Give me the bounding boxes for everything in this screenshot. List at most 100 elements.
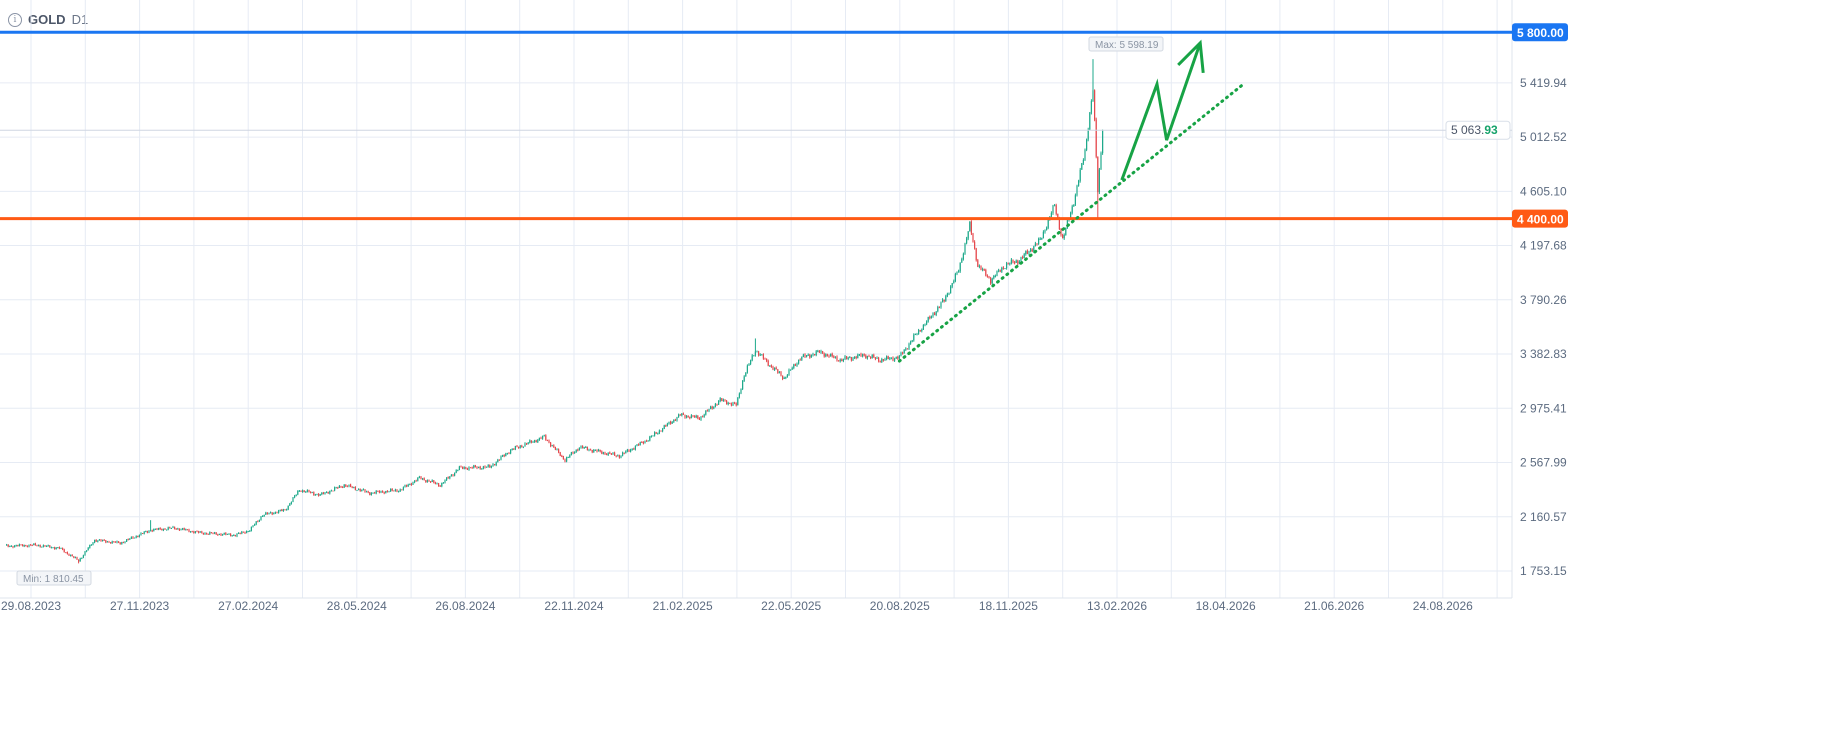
candle	[545, 435, 547, 440]
candle	[898, 355, 900, 359]
symbol-label: GOLD	[28, 12, 66, 27]
candle	[761, 354, 763, 356]
candle	[559, 452, 561, 456]
candle	[634, 446, 636, 450]
candle	[602, 452, 604, 454]
candle	[892, 357, 894, 361]
candle	[580, 446, 582, 448]
candle	[639, 442, 641, 445]
candle	[650, 436, 652, 438]
candle	[1039, 238, 1041, 240]
candle	[180, 529, 182, 531]
candle	[873, 354, 875, 358]
candle	[746, 365, 748, 373]
candle	[914, 334, 916, 336]
candle	[119, 542, 121, 545]
grid	[0, 0, 1513, 599]
candle	[825, 354, 827, 357]
candle	[380, 491, 382, 493]
candle	[134, 537, 136, 539]
candle	[897, 357, 899, 359]
candle	[514, 446, 516, 450]
candle	[551, 445, 553, 447]
candle	[122, 542, 124, 544]
candle	[246, 531, 248, 534]
dotted-trendline	[897, 81, 1247, 363]
candle	[631, 448, 633, 450]
candle	[513, 449, 515, 451]
candle	[114, 541, 116, 543]
candle	[298, 490, 300, 492]
candle	[748, 363, 750, 366]
candle	[820, 351, 822, 353]
candle	[273, 513, 275, 515]
candle	[185, 529, 187, 531]
candle	[842, 358, 844, 362]
x-tick-label: 22.05.2025	[761, 599, 821, 613]
candle	[311, 492, 313, 494]
candle	[1100, 153, 1102, 170]
candle	[993, 276, 995, 279]
candle	[118, 541, 120, 543]
candle	[590, 449, 592, 451]
candle	[36, 545, 38, 547]
candle	[50, 547, 52, 549]
candle	[769, 365, 771, 367]
candle	[505, 453, 507, 457]
candle	[233, 535, 235, 537]
candle	[1078, 180, 1080, 186]
candle	[452, 474, 454, 476]
candle	[815, 351, 817, 356]
candle	[17, 545, 19, 547]
candle	[236, 533, 238, 537]
info-icon[interactable]: i	[8, 12, 22, 27]
candle	[255, 521, 257, 525]
candle	[854, 356, 856, 359]
candle	[919, 330, 921, 332]
candle	[900, 352, 902, 356]
candle	[849, 357, 851, 359]
candle	[54, 547, 56, 550]
candle	[718, 400, 720, 405]
candle	[292, 497, 294, 503]
timeframe-label[interactable]: D1	[71, 12, 89, 27]
candle	[676, 416, 678, 421]
candle	[262, 516, 264, 518]
candle	[106, 541, 108, 543]
candle	[1010, 259, 1012, 264]
candle	[290, 502, 292, 504]
candle	[82, 555, 84, 558]
candle	[209, 532, 211, 535]
candle	[1034, 243, 1036, 247]
candle	[966, 238, 968, 244]
candle	[662, 429, 664, 432]
candle	[231, 535, 233, 537]
candle	[959, 262, 961, 272]
candle	[1014, 262, 1016, 264]
candle	[191, 531, 193, 533]
candle	[15, 545, 17, 547]
candle	[194, 531, 196, 533]
candle	[780, 372, 782, 376]
candle	[479, 466, 481, 469]
candle	[342, 487, 344, 489]
candle	[666, 423, 668, 426]
candle	[750, 360, 752, 364]
candle	[60, 548, 62, 550]
candle	[652, 435, 654, 437]
candle	[257, 521, 259, 523]
candle	[305, 491, 307, 493]
candle	[212, 533, 214, 535]
candle	[766, 358, 768, 361]
candle	[345, 484, 347, 487]
candle	[142, 533, 144, 535]
candle	[239, 532, 241, 534]
candle	[161, 529, 163, 531]
x-tick-label: 27.02.2024	[218, 599, 278, 613]
candle	[462, 466, 464, 469]
candle	[73, 556, 75, 558]
candle	[978, 265, 980, 267]
candle	[658, 430, 660, 434]
candle	[78, 559, 80, 562]
